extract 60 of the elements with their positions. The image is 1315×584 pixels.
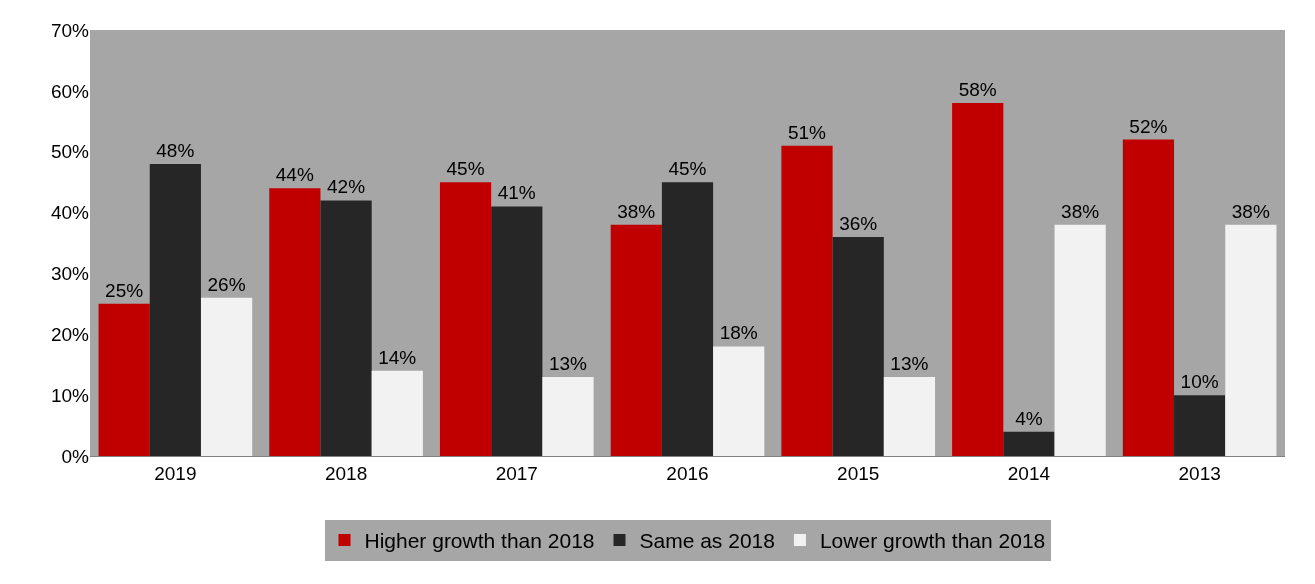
data-label: 18%: [719, 322, 758, 344]
bar: [320, 200, 372, 456]
bar: [832, 236, 884, 456]
data-label: 41%: [497, 182, 536, 204]
x-tick-label: 2015: [837, 462, 880, 484]
bar: [1054, 224, 1106, 456]
data-label: 38%: [617, 200, 656, 222]
data-label: 45%: [446, 158, 485, 180]
data-label: 25%: [105, 279, 144, 301]
y-tick-label: 60%: [50, 80, 90, 102]
data-label: 48%: [156, 139, 195, 161]
data-label: 10%: [1180, 371, 1219, 393]
y-tick-label: 30%: [50, 263, 90, 285]
data-label: 52%: [1129, 115, 1168, 137]
bar: [269, 188, 321, 456]
data-label: 38%: [1231, 200, 1270, 222]
bar: [371, 370, 423, 456]
bar: [781, 145, 833, 456]
data-label: 4%: [1015, 407, 1043, 429]
bar: [1225, 224, 1277, 456]
bar: [542, 376, 594, 456]
data-label: 45%: [668, 158, 707, 180]
data-label: 36%: [839, 212, 878, 234]
bar: [661, 182, 714, 456]
data-label: 14%: [378, 346, 417, 368]
legend-label: Lower growth than 2018: [819, 529, 1046, 553]
x-tick-label: 2016: [666, 462, 709, 484]
bar: [491, 206, 543, 456]
data-label: 51%: [787, 121, 827, 143]
y-tick-label: 50%: [50, 141, 90, 163]
legend-label: Higher growth than 2018: [364, 529, 595, 553]
x-tick-label: 2017: [495, 462, 538, 484]
bar: [952, 103, 1004, 456]
bar: [1122, 139, 1175, 456]
data-label: 13%: [548, 352, 588, 374]
bar: [1174, 395, 1226, 456]
bar: [98, 303, 150, 456]
bar: [883, 376, 936, 456]
y-tick-label: 20%: [50, 323, 90, 345]
y-tick-label: 10%: [50, 384, 90, 406]
data-label: 38%: [1061, 200, 1100, 222]
data-label: 26%: [207, 273, 246, 295]
legend-label: Same as 2018: [639, 529, 775, 553]
bar: [1003, 431, 1055, 456]
y-tick-label: 40%: [50, 202, 90, 224]
data-label: 13%: [890, 352, 929, 374]
bar: [610, 224, 662, 456]
bar: [149, 163, 201, 456]
x-tick-label: 2014: [1007, 462, 1051, 484]
x-tick-label: 2018: [324, 462, 368, 484]
data-label: 42%: [327, 176, 366, 198]
x-tick-label: 2019: [154, 462, 197, 484]
x-tick-label: 2013: [1178, 462, 1221, 484]
bar: [200, 297, 253, 456]
data-label: 58%: [958, 79, 997, 101]
y-tick-label: 0%: [61, 445, 90, 467]
bar: [713, 346, 765, 456]
data-label: 44%: [275, 164, 314, 186]
bar: [439, 182, 492, 456]
y-tick-label: 70%: [50, 19, 90, 41]
